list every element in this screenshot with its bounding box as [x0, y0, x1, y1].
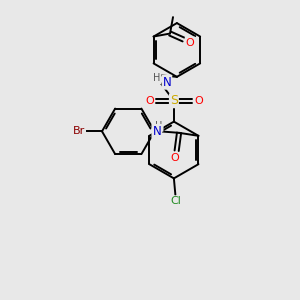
Text: N: N [163, 76, 171, 89]
Text: Cl: Cl [170, 196, 181, 206]
Text: N: N [152, 125, 161, 138]
Text: O: O [186, 38, 194, 47]
Text: O: O [171, 153, 179, 163]
Text: Br: Br [73, 126, 85, 136]
Text: H: H [153, 73, 161, 83]
Text: S: S [170, 94, 178, 107]
Text: O: O [145, 96, 154, 106]
Text: O: O [194, 96, 203, 106]
Text: H: H [155, 121, 163, 131]
